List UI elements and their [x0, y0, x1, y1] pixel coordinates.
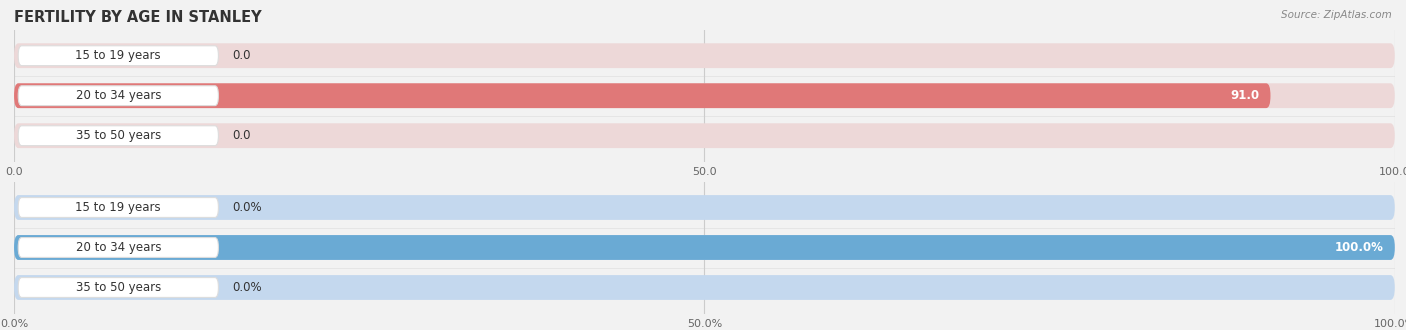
- FancyBboxPatch shape: [18, 126, 218, 146]
- Text: 35 to 50 years: 35 to 50 years: [76, 129, 160, 142]
- FancyBboxPatch shape: [14, 275, 1395, 300]
- Text: 15 to 19 years: 15 to 19 years: [76, 201, 162, 214]
- Text: 0.0%: 0.0%: [232, 201, 262, 214]
- FancyBboxPatch shape: [18, 198, 218, 217]
- FancyBboxPatch shape: [18, 46, 218, 66]
- FancyBboxPatch shape: [14, 235, 1395, 260]
- Text: 20 to 34 years: 20 to 34 years: [76, 89, 162, 102]
- Text: 0.0: 0.0: [232, 49, 250, 62]
- Text: 35 to 50 years: 35 to 50 years: [76, 281, 160, 294]
- FancyBboxPatch shape: [14, 43, 1395, 68]
- FancyBboxPatch shape: [14, 235, 1395, 260]
- FancyBboxPatch shape: [18, 238, 218, 257]
- Text: 91.0: 91.0: [1230, 89, 1260, 102]
- Text: 0.0%: 0.0%: [232, 281, 262, 294]
- Text: 15 to 19 years: 15 to 19 years: [76, 49, 162, 62]
- FancyBboxPatch shape: [14, 123, 1395, 148]
- Text: FERTILITY BY AGE IN STANLEY: FERTILITY BY AGE IN STANLEY: [14, 10, 262, 25]
- FancyBboxPatch shape: [14, 195, 1395, 220]
- Text: 20 to 34 years: 20 to 34 years: [76, 241, 162, 254]
- FancyBboxPatch shape: [18, 86, 218, 106]
- FancyBboxPatch shape: [14, 83, 1271, 108]
- Text: 0.0: 0.0: [232, 129, 250, 142]
- Text: Source: ZipAtlas.com: Source: ZipAtlas.com: [1281, 10, 1392, 20]
- FancyBboxPatch shape: [18, 278, 218, 297]
- Text: 100.0%: 100.0%: [1334, 241, 1384, 254]
- FancyBboxPatch shape: [14, 83, 1395, 108]
